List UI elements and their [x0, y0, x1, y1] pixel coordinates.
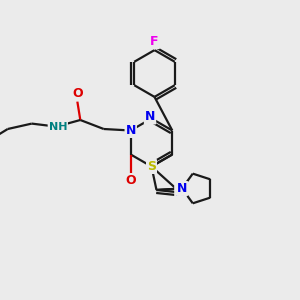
Text: NH: NH — [49, 122, 67, 132]
Text: F: F — [150, 34, 159, 48]
Text: N: N — [145, 110, 155, 124]
Text: F: F — [150, 35, 159, 48]
Text: S: S — [147, 160, 156, 173]
Text: N: N — [177, 182, 187, 195]
Text: O: O — [125, 174, 136, 187]
Text: N: N — [175, 186, 185, 199]
Text: O: O — [72, 87, 83, 101]
Text: N: N — [125, 124, 136, 137]
